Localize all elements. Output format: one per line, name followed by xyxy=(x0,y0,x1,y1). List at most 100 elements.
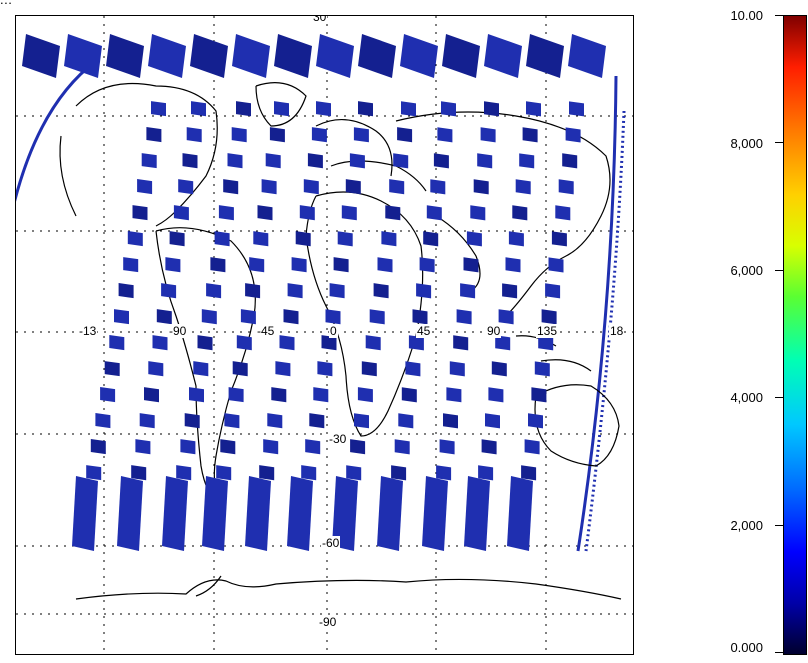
swath-segment xyxy=(191,101,206,117)
swath-segment xyxy=(485,413,500,429)
swath-segment xyxy=(223,179,239,195)
swath-segment xyxy=(72,476,98,551)
swath-segment xyxy=(358,34,396,78)
swath-segment xyxy=(345,179,361,195)
swath-segment xyxy=(521,465,537,481)
swath-segment xyxy=(466,231,482,247)
swath-segment xyxy=(236,335,252,351)
colorbar-tick xyxy=(775,270,783,271)
swath-segment xyxy=(562,153,578,169)
swath-segment xyxy=(216,465,232,481)
map-panel[interactable]: 30 -13 -90 -45 0 45 90 135 18 -30 -60 -9… xyxy=(15,15,634,655)
swath-segment xyxy=(240,309,256,325)
swath-segment xyxy=(184,413,200,429)
swath-segment xyxy=(341,205,357,221)
lon-label: 135 xyxy=(536,324,559,338)
swath-segment xyxy=(231,127,247,143)
swath-segment xyxy=(515,179,531,195)
swath-segment xyxy=(545,283,561,299)
swath-segment xyxy=(176,465,192,481)
swath-segment xyxy=(358,101,373,117)
swath-segment xyxy=(398,413,414,429)
swath-segment xyxy=(508,231,524,247)
swath-segment xyxy=(132,205,148,221)
swath-segment xyxy=(551,231,567,247)
swath-segment xyxy=(400,34,438,78)
swath-segment xyxy=(441,101,456,117)
swath-segment xyxy=(86,465,102,481)
swath-segment xyxy=(498,309,514,325)
swath-segment xyxy=(261,179,277,195)
swath-segment xyxy=(361,361,377,377)
swath-segment xyxy=(201,309,217,325)
swath-segment xyxy=(165,257,181,273)
swath-segment xyxy=(141,153,157,169)
swath-segment xyxy=(180,439,196,455)
header-text-content: ... xyxy=(0,0,12,7)
swath-segment xyxy=(249,257,265,273)
swath-segment xyxy=(156,309,172,325)
swath-segment xyxy=(442,34,480,78)
lon-label: -13 xyxy=(78,324,98,338)
swath-segment xyxy=(305,439,321,455)
swath-segment xyxy=(114,309,129,325)
swath-segment xyxy=(287,283,303,299)
swath-segment xyxy=(568,34,606,78)
swath-segment xyxy=(401,387,417,403)
lon-label: 45 xyxy=(416,324,432,338)
swath-segment xyxy=(291,257,307,273)
colorbar-tick-label: 8,000 xyxy=(730,136,763,151)
swath-segment xyxy=(381,231,397,247)
swath-segment xyxy=(228,387,244,403)
swath-segment xyxy=(419,257,435,273)
colorbar-tick-label: 0.000 xyxy=(730,640,763,655)
swath-segment xyxy=(393,153,409,169)
swath-segment xyxy=(245,476,271,551)
swath-segment xyxy=(137,179,153,195)
swath-segment xyxy=(309,413,325,429)
lon-label: 90 xyxy=(486,324,502,338)
swath-segment xyxy=(389,179,405,195)
swath-segment xyxy=(173,205,189,221)
swath-segment xyxy=(109,335,125,351)
colorbar-tick xyxy=(775,397,783,398)
swath-segment xyxy=(453,335,469,351)
swath-segment xyxy=(220,439,236,455)
swath-segment xyxy=(456,309,472,325)
swath-segment xyxy=(151,101,166,117)
swath-segment xyxy=(354,413,369,429)
swath-segment xyxy=(481,439,497,455)
swath-segment xyxy=(210,257,226,273)
swath-segment xyxy=(313,387,329,403)
swath-segment xyxy=(269,127,285,143)
swath-segment xyxy=(316,34,354,78)
swath-segment xyxy=(408,335,424,351)
swath-segment xyxy=(197,335,213,351)
swath-segment xyxy=(193,361,209,377)
colorbar-tick-label: 2,000 xyxy=(730,518,763,533)
swath-segment xyxy=(90,439,106,455)
swath-segment xyxy=(275,361,291,377)
swath-segment xyxy=(401,101,416,117)
swath-segment xyxy=(405,361,421,377)
swath-segment xyxy=(439,439,455,455)
swath-segment xyxy=(316,101,331,117)
swath-segment xyxy=(449,361,465,377)
colorbar-tick xyxy=(775,525,783,526)
swath-segment xyxy=(569,101,584,117)
colorbar xyxy=(783,15,807,655)
swath-segment xyxy=(303,179,319,195)
lat-label: -60 xyxy=(321,536,341,550)
swath-segment xyxy=(161,283,177,299)
swath-segment xyxy=(558,179,574,195)
swath-segment xyxy=(301,465,317,481)
swath-segment xyxy=(534,361,550,377)
colorbar-tick-label: 10.00 xyxy=(730,8,763,23)
swath-segment xyxy=(311,127,327,143)
swath-segment xyxy=(526,101,541,117)
swath-segment xyxy=(446,387,462,403)
header-text: ... xyxy=(0,0,700,7)
swath-segment xyxy=(512,205,528,221)
swath-segment xyxy=(227,153,243,169)
world-map xyxy=(16,16,633,654)
